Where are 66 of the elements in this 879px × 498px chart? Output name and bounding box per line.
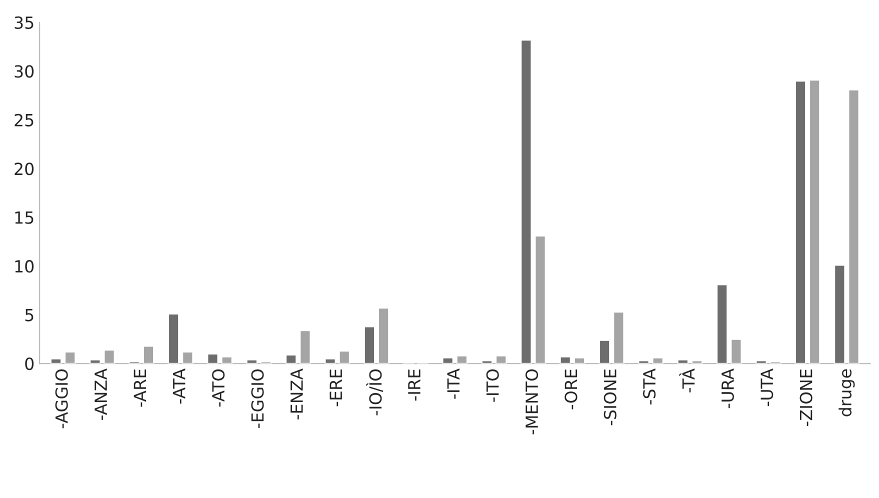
- y-tick-label: 5: [25, 308, 34, 322]
- bar: [246, 358, 258, 364]
- bar: [103, 349, 116, 364]
- x-tick-label: -MENTO: [525, 369, 538, 434]
- x-tick-label: -STA: [643, 368, 656, 404]
- x-tick-label: -TÀ: [679, 368, 695, 392]
- bar: [808, 79, 820, 364]
- x-tick-label: -ATA: [173, 368, 186, 404]
- x-tick-label: druge: [838, 369, 855, 416]
- y-tick-label: 0: [25, 358, 34, 370]
- x-tick-label: -ITA: [447, 368, 460, 399]
- bar: [338, 350, 350, 364]
- x-tick-label: -ORE: [564, 369, 578, 410]
- bar: [834, 264, 846, 364]
- bar: [206, 353, 219, 364]
- x-tick-label: -ITO: [486, 369, 499, 402]
- x-tick-label: -SIONE: [604, 369, 616, 426]
- bar: [64, 351, 76, 364]
- y-tick-label: 30: [14, 65, 34, 78]
- bar: [442, 356, 454, 364]
- x-tick-label: -ANZA: [94, 368, 107, 420]
- bar: [89, 358, 102, 364]
- bar: [612, 311, 625, 364]
- y-tick-label: 35: [14, 16, 34, 29]
- bar: [324, 358, 336, 364]
- x-tick-label: -ENZA: [290, 368, 303, 420]
- bar: [168, 313, 180, 364]
- bar: [142, 345, 154, 364]
- bar: [691, 360, 703, 364]
- y-tick-label: 25: [14, 114, 34, 126]
- bar: [182, 351, 194, 364]
- bar: [520, 39, 532, 364]
- bar: [730, 338, 742, 364]
- x-tick-label: -AGGIO: [55, 369, 68, 428]
- x-tick-label: -UTA: [760, 368, 774, 406]
- x-tick-label: -ARE: [134, 369, 146, 407]
- bar: [638, 360, 650, 364]
- x-tick-label: -EGGIO: [251, 369, 264, 428]
- y-tick-label: 15: [15, 212, 34, 224]
- y-tick-label: 10: [15, 260, 34, 273]
- y-tick-label: 20: [14, 162, 34, 176]
- x-tick-label: -IO/ÌO: [366, 369, 384, 416]
- bar: [559, 356, 572, 364]
- bar: [364, 326, 376, 364]
- x-tick-label: -IRE: [408, 369, 420, 401]
- bar: [598, 339, 610, 364]
- bar: [534, 235, 546, 364]
- bar: [285, 354, 298, 364]
- bar: [755, 360, 768, 364]
- bar: [794, 80, 806, 364]
- x-tick-label: -URA: [722, 368, 734, 408]
- bar: [574, 356, 586, 364]
- bar: [652, 356, 664, 364]
- bar: [378, 307, 390, 364]
- x-tick-label: -ZIONE: [800, 369, 812, 426]
- bar: [716, 284, 728, 364]
- bar: [677, 358, 689, 364]
- bar: [481, 360, 493, 364]
- bar: [495, 355, 508, 364]
- x-tick-label: -ATO: [212, 369, 225, 407]
- bar: [848, 88, 860, 364]
- bar: [220, 356, 233, 364]
- bar: [299, 330, 312, 364]
- x-tick-label: -ERE: [330, 369, 342, 406]
- bar: [456, 355, 468, 364]
- bar: [50, 358, 62, 364]
